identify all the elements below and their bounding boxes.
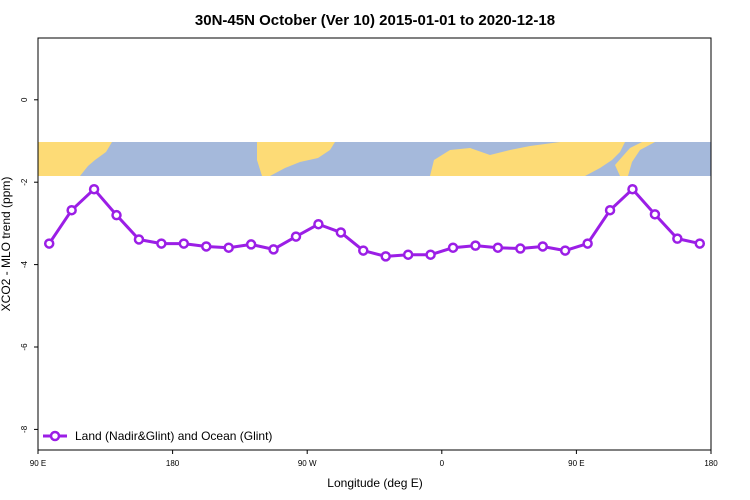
point	[402, 249, 414, 260]
y-tick-label: 0	[20, 97, 29, 102]
y-tick-label: -2	[20, 178, 29, 186]
point	[492, 242, 504, 253]
legend-label: Land (Nadir&Glint) and Ocean (Glint)	[75, 429, 272, 443]
point	[88, 183, 100, 195]
point	[470, 240, 481, 251]
point	[380, 251, 391, 262]
point	[604, 204, 616, 216]
point	[313, 218, 324, 230]
point	[156, 238, 167, 249]
x-tick-label: 180	[704, 459, 718, 468]
point	[111, 209, 122, 221]
point	[358, 245, 369, 256]
x-tick-label: 0	[440, 459, 445, 468]
chart-title: 30N-45N October (Ver 10) 2015-01-01 to 2…	[195, 12, 555, 29]
x-tick-label: 90 E	[30, 459, 46, 468]
x-tick-label: 90 E	[568, 459, 584, 468]
point	[335, 227, 347, 238]
legend-marker	[49, 430, 61, 442]
point	[582, 238, 593, 249]
point	[627, 183, 638, 195]
map-band	[38, 142, 711, 176]
y-tick-label: -8	[20, 425, 29, 433]
plot-frame	[37, 37, 712, 451]
point	[559, 245, 571, 256]
x-tick-label: 180	[166, 459, 180, 468]
y-axis-label: XCO2 - MLO trend (ppm)	[0, 177, 13, 312]
point	[537, 241, 548, 252]
point	[672, 233, 683, 244]
point	[425, 249, 436, 260]
point	[694, 238, 706, 249]
point	[447, 242, 459, 253]
x-tick-label: 90 W	[298, 459, 317, 468]
point	[515, 243, 526, 254]
y-tick-label: -6	[20, 343, 29, 351]
point	[268, 244, 279, 255]
point	[245, 239, 257, 250]
point	[133, 234, 145, 245]
y-tick-label: -4	[20, 260, 29, 268]
point	[290, 231, 302, 242]
point	[43, 238, 55, 249]
point	[66, 204, 77, 216]
point	[201, 241, 212, 252]
point	[223, 242, 234, 253]
point	[178, 238, 190, 249]
x-axis-label: Longitude (deg E)	[327, 476, 422, 490]
point	[649, 209, 661, 220]
